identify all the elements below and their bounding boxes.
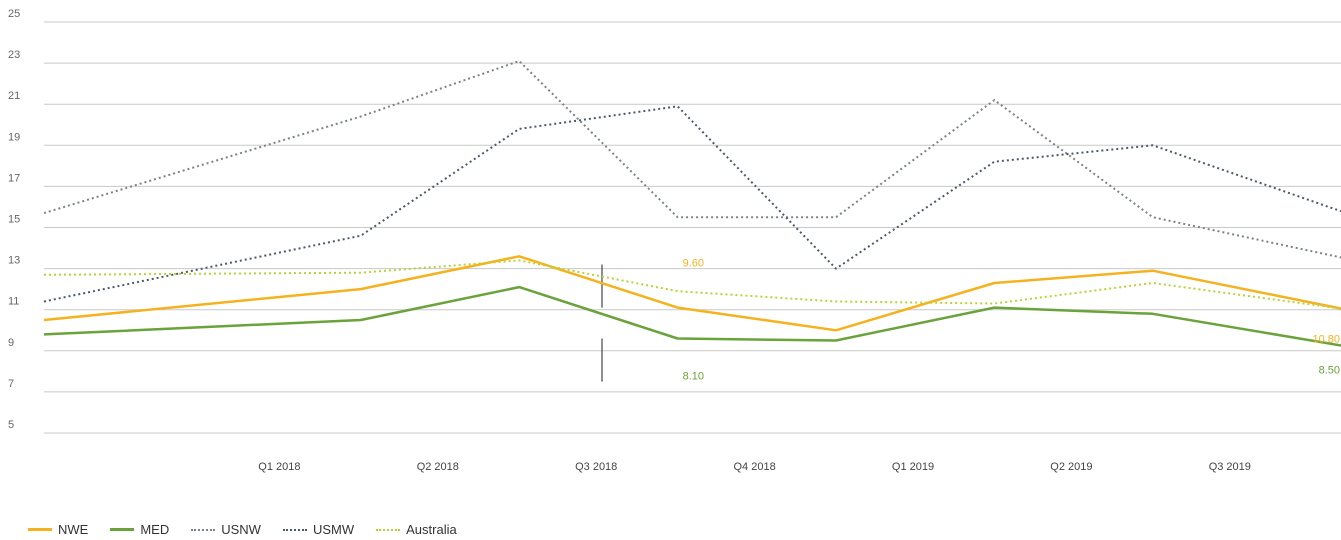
x-tick-label: Q1 2019 (892, 461, 934, 473)
series-lines (43, 60, 1341, 347)
legend-item-usnw: USNW (191, 522, 261, 537)
data-label: 8.10 (683, 371, 704, 383)
x-tick-label: Q2 2018 (417, 461, 459, 473)
legend-label: MED (140, 522, 170, 537)
x-tick-label: Q1 2018 (258, 461, 300, 473)
y-tick-label: 21 (8, 90, 20, 102)
legend-item-nwe: NWE (28, 522, 88, 537)
series-line-med (43, 285, 1341, 347)
x-tick-label: Q4 2018 (733, 461, 775, 473)
x-tick-label: Q2 2019 (1050, 461, 1092, 473)
y-tick-label: 15 (8, 214, 20, 226)
series-line-usnw (43, 60, 1341, 259)
data-label: 9.60 (683, 258, 704, 270)
y-tick-label: 13 (8, 255, 20, 267)
legend-label: USNW (221, 522, 261, 537)
y-tick-label: 17 (8, 172, 20, 184)
legend-swatch (282, 528, 307, 531)
y-tick-label: 19 (8, 131, 20, 143)
y-tick-label: 11 (8, 296, 19, 308)
legend-swatch (110, 528, 135, 531)
data-label: 10.80 (1312, 334, 1340, 346)
y-tick-label: 7 (8, 378, 14, 390)
legend-item-usmw: USMW (282, 522, 355, 537)
legend: NWE MED USNW USMW Australia (28, 522, 457, 537)
x-tick-label: Q3 2019 (1209, 461, 1251, 473)
data-annotations: 9.60 8.10 10.80 8.50 (683, 258, 1340, 383)
line-chart: 5 7 9 11 13 15 17 19 21 23 25 Q1 2018 Q2 2018 Q3 201… (8, 8, 1341, 473)
y-tick-label: 25 (8, 8, 20, 20)
legend-label: Australia (406, 522, 457, 537)
y-axis-ticks: 5 7 9 11 13 15 17 19 21 23 25 (8, 8, 20, 431)
x-tick-label: Q3 2018 (575, 461, 617, 473)
series-line-nwe (43, 255, 1341, 332)
series-line-australia (43, 259, 1341, 310)
legend-item-med: MED (110, 522, 169, 537)
x-axis-ticks: Q1 2018 Q2 2018 Q3 2018 Q4 2018 Q1 2019 Q2 20… (258, 461, 1251, 473)
legend-swatch (191, 528, 216, 531)
data-label: 8.50 (1319, 364, 1340, 376)
y-tick-label: 23 (8, 49, 20, 61)
legend-label: USMW (312, 522, 355, 537)
y-tick-label: 9 (8, 337, 14, 349)
legend-swatch (28, 528, 52, 531)
grid-lines (44, 21, 1341, 434)
legend-swatch (376, 528, 401, 531)
series-line-usmw (43, 105, 1341, 303)
legend-item-australia: Australia (376, 522, 457, 537)
legend-label: NWE (58, 522, 89, 537)
y-tick-label: 5 (8, 419, 14, 431)
